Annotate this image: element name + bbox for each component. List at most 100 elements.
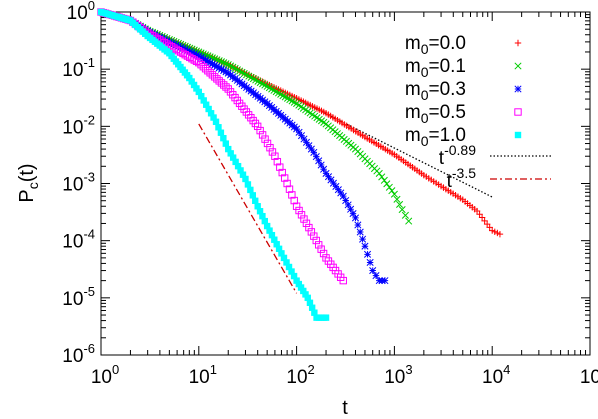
data-point — [212, 118, 220, 126]
data-point — [259, 212, 266, 220]
legend-marker — [514, 39, 522, 47]
data-point — [256, 126, 264, 135]
data-point — [193, 85, 200, 92]
data-point — [186, 53, 194, 62]
legend-label-main: m — [405, 56, 421, 77]
data-point — [290, 272, 298, 280]
data-point — [310, 232, 318, 240]
y-tick-label-exp: -5 — [83, 284, 95, 299]
legend-label-main: m — [405, 33, 421, 54]
data-point — [186, 48, 194, 56]
data-point — [478, 214, 486, 221]
data-point — [232, 158, 239, 166]
data-point — [311, 309, 318, 316]
data-point — [363, 250, 372, 258]
data-point — [297, 284, 305, 291]
data-point — [275, 245, 283, 253]
data-point — [329, 179, 337, 187]
y-tick-label-exp: -3 — [83, 170, 95, 185]
series-1 — [97, 8, 413, 225]
data-point — [190, 81, 198, 89]
data-point — [205, 105, 212, 113]
data-point — [211, 61, 219, 69]
legend-label-tail: =0.3 — [428, 79, 466, 100]
data-point — [312, 153, 320, 161]
data-point — [210, 114, 217, 121]
legend-label: m0=1.0 — [405, 125, 466, 149]
data-point — [307, 145, 315, 153]
data-point — [186, 74, 193, 82]
data-point — [268, 148, 277, 156]
data-point — [237, 167, 244, 174]
data-point — [306, 299, 314, 306]
data-point — [207, 110, 215, 117]
y-tick-label: 10-6 — [62, 341, 95, 367]
data-point — [339, 276, 347, 285]
data-point — [183, 52, 192, 60]
data-point — [297, 211, 306, 219]
data-point — [293, 125, 301, 133]
y-tick-label-exp: -6 — [83, 341, 95, 356]
legend-label-base: t — [447, 171, 453, 192]
data-point — [172, 45, 180, 54]
data-point — [380, 176, 388, 184]
data-point — [285, 263, 293, 271]
data-point — [476, 211, 483, 218]
y-tick-label-base: 10 — [62, 346, 83, 367]
legend-label-tail: =1.0 — [428, 125, 466, 146]
data-point — [234, 162, 242, 170]
y-axis-label-sub: c — [25, 182, 41, 189]
data-point — [344, 201, 352, 209]
data-point — [307, 228, 316, 236]
y-tick-label-base: 10 — [67, 3, 88, 24]
data-point — [217, 129, 225, 136]
data-point — [261, 217, 268, 225]
data-point — [312, 236, 320, 245]
legend-label: t-3.5 — [447, 165, 477, 192]
data-point — [496, 230, 504, 238]
data-point — [280, 254, 288, 262]
data-point — [405, 217, 413, 225]
x-tick-label-base: 10 — [580, 367, 598, 388]
data-point — [181, 45, 189, 54]
data-point — [197, 53, 205, 61]
data-point — [188, 49, 196, 57]
data-point — [181, 51, 189, 59]
data-point — [396, 200, 404, 208]
data-point — [271, 236, 278, 243]
legend-label-main: m — [405, 102, 421, 123]
data-point — [195, 58, 203, 67]
x-tick-label: 103 — [384, 362, 412, 388]
data-point — [258, 131, 267, 139]
legend-label-exp: -3.5 — [452, 165, 476, 181]
data-point — [356, 228, 364, 236]
data-point — [192, 51, 201, 59]
y-tick-label-base: 10 — [62, 175, 83, 196]
data-point — [199, 55, 207, 63]
y-axis-label-tail: (t) — [16, 163, 38, 182]
data-point — [244, 181, 252, 188]
y-tick-label: 10-4 — [62, 227, 95, 253]
data-point — [481, 217, 488, 225]
data-point — [249, 192, 256, 199]
data-point — [342, 196, 350, 205]
data-point — [473, 207, 481, 215]
legend-label-tail: =0.5 — [428, 102, 466, 123]
y-tick-label-base: 10 — [62, 60, 83, 81]
legend-label-sub: 0 — [421, 64, 429, 80]
data-point — [229, 154, 237, 161]
data-point — [319, 249, 328, 258]
data-point — [354, 221, 362, 229]
data-point — [188, 54, 196, 63]
data-point — [195, 52, 203, 60]
data-point — [305, 223, 313, 232]
y-tick-label-base: 10 — [62, 232, 83, 253]
data-point — [401, 211, 409, 219]
legend-label: m0=0.0 — [405, 33, 466, 57]
data-point — [200, 97, 207, 104]
data-point — [302, 138, 310, 146]
y-tick-label: 10-5 — [62, 284, 95, 310]
data-point — [381, 277, 389, 285]
data-point — [334, 186, 342, 194]
data-point — [375, 169, 383, 177]
